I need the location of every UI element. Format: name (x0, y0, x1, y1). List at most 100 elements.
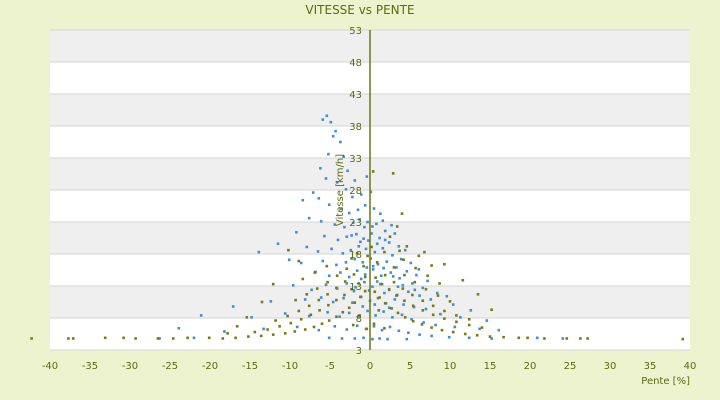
data-point (122, 336, 125, 340)
data-point (257, 250, 261, 254)
data-point (377, 309, 381, 312)
data-point (343, 280, 347, 283)
data-point (467, 323, 471, 327)
data-point (318, 309, 321, 312)
data-point (409, 261, 413, 265)
data-point (330, 247, 333, 251)
data-point (535, 336, 539, 340)
data-point (327, 303, 330, 307)
data-point (490, 308, 493, 311)
x-tick-label: 15 (484, 361, 497, 372)
data-point (407, 331, 410, 335)
data-point (388, 325, 392, 329)
data-point (421, 299, 425, 303)
data-point (307, 304, 311, 308)
data-point (376, 296, 380, 300)
data-point (448, 300, 452, 303)
data-point (353, 179, 357, 182)
data-point (363, 273, 367, 276)
data-point (283, 332, 287, 335)
data-point (424, 307, 428, 311)
data-point (303, 328, 307, 331)
data-point (413, 288, 417, 292)
data-point (361, 305, 365, 308)
data-point (543, 337, 546, 340)
data-point (345, 328, 349, 331)
data-point (363, 225, 366, 229)
data-point (343, 225, 346, 229)
data-point (326, 310, 329, 314)
data-point (287, 258, 291, 262)
data-point (333, 325, 337, 328)
data-point (315, 287, 319, 290)
data-point (344, 261, 348, 264)
data-point (286, 314, 289, 318)
data-points (30, 114, 685, 341)
data-point (380, 328, 384, 332)
data-point (431, 313, 435, 317)
data-point (331, 300, 335, 304)
data-point (381, 246, 385, 250)
data-point (375, 222, 378, 226)
data-point (453, 325, 457, 329)
data-point (370, 232, 373, 235)
data-point (336, 238, 340, 242)
data-point (400, 212, 404, 215)
data-point (467, 336, 471, 340)
data-point (430, 326, 433, 329)
data-point (497, 328, 501, 332)
data-point (297, 259, 301, 263)
data-point (339, 140, 342, 144)
data-point (391, 253, 394, 257)
data-point (402, 303, 405, 306)
data-point (387, 241, 391, 244)
data-point (369, 190, 373, 194)
data-point (323, 234, 326, 238)
data-point (207, 336, 211, 340)
data-point (327, 336, 331, 340)
data-point (436, 294, 440, 297)
data-point (319, 296, 323, 299)
data-point (393, 298, 397, 301)
data-point (321, 259, 325, 263)
data-point (451, 303, 455, 306)
data-point (376, 262, 380, 266)
data-point (369, 257, 373, 260)
data-point (410, 317, 413, 321)
data-point (371, 337, 374, 341)
data-point (362, 237, 365, 240)
data-point (418, 333, 421, 336)
data-point (247, 335, 250, 338)
data-point (407, 290, 410, 294)
data-point (396, 285, 400, 288)
data-point (561, 337, 565, 340)
data-point (586, 337, 589, 340)
y-tick-label: 38 (349, 122, 362, 133)
x-axis-label: Pente [%] (641, 376, 690, 387)
data-point (359, 295, 362, 299)
data-point (352, 289, 356, 293)
data-point (415, 273, 418, 277)
data-point (276, 242, 280, 246)
data-point (260, 300, 264, 304)
x-tick-label: 5 (407, 361, 413, 372)
data-point (345, 282, 349, 285)
data-point (403, 299, 406, 303)
data-point (353, 301, 357, 304)
data-point (422, 321, 425, 324)
data-point (375, 242, 379, 246)
data-point (271, 282, 275, 286)
data-point (171, 337, 175, 340)
data-point (351, 195, 354, 199)
data-point (439, 312, 442, 316)
data-point (339, 271, 342, 274)
data-point (324, 177, 328, 180)
data-point (235, 325, 239, 328)
data-point (327, 152, 330, 156)
data-point (411, 319, 415, 323)
data-point (490, 337, 493, 340)
data-point (373, 303, 377, 306)
data-point (278, 325, 281, 328)
data-point (380, 282, 384, 286)
